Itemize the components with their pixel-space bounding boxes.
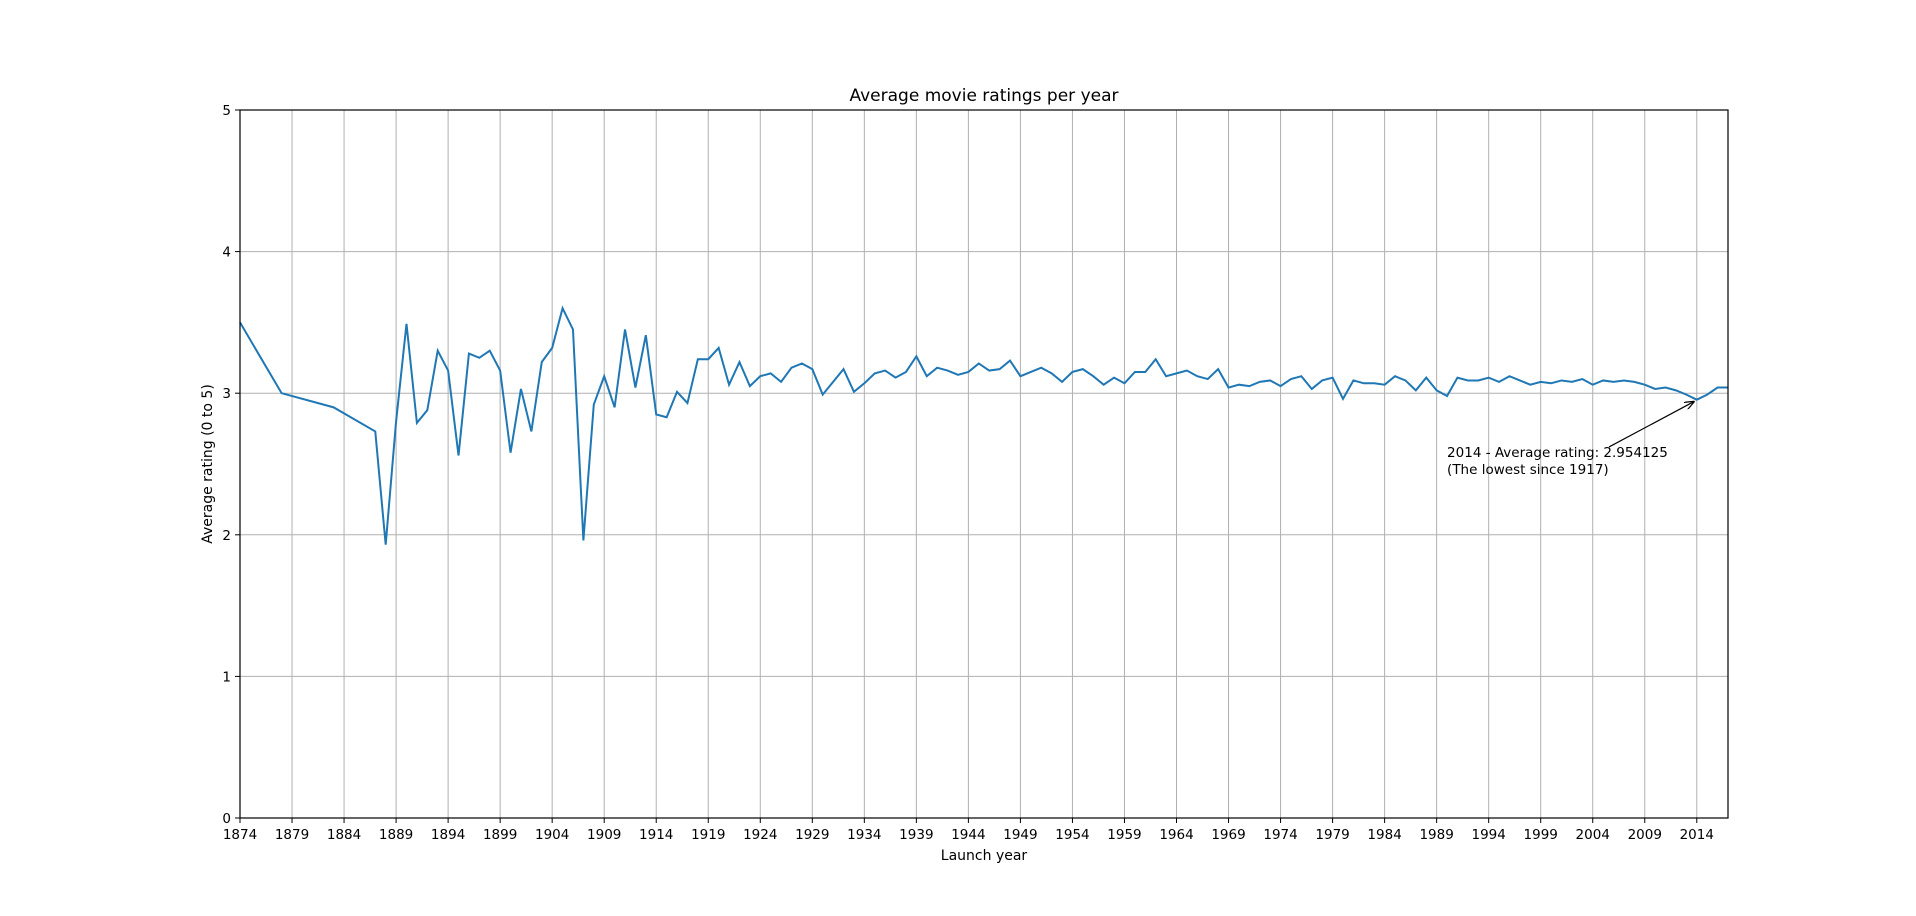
x-tick-label: 1964	[1159, 827, 1193, 843]
x-tick-label: 1899	[483, 827, 517, 843]
x-tick-label: 1959	[1107, 827, 1141, 843]
x-tick-label: 1874	[223, 827, 257, 843]
x-tick-label: 1894	[431, 827, 465, 843]
x-tick-label: 1934	[847, 827, 881, 843]
x-tick-label: 1944	[951, 827, 985, 843]
x-tick-label: 1919	[691, 827, 725, 843]
x-tick-label: 1974	[1263, 827, 1297, 843]
y-tick-label: 5	[222, 103, 231, 119]
y-tick-label: 2	[222, 528, 231, 544]
x-tick-label: 2009	[1628, 827, 1662, 843]
x-tick-label: 1999	[1524, 827, 1558, 843]
x-tick-label: 1939	[899, 827, 933, 843]
annotation-arrow	[1608, 402, 1694, 448]
x-tick-label: 2004	[1576, 827, 1610, 843]
x-tick-label: 1909	[587, 827, 621, 843]
annotation-line-2: (The lowest since 1917)	[1447, 462, 1609, 478]
y-tick-label: 4	[222, 245, 231, 261]
y-axis-label: Average rating (0 to 5)	[200, 384, 216, 544]
y-tick-label: 1	[222, 669, 231, 685]
x-tick-label: 1979	[1315, 827, 1349, 843]
x-tick-label: 1969	[1211, 827, 1245, 843]
x-tick-label: 1949	[1003, 827, 1037, 843]
grid	[239, 109, 1728, 819]
x-tick-label: 1889	[379, 827, 413, 843]
x-tick-label: 1989	[1419, 827, 1453, 843]
x-tick-label: 1929	[795, 827, 829, 843]
x-tick-label: 1994	[1471, 827, 1505, 843]
x-tick-label: 1924	[743, 827, 777, 843]
x-tick-label: 2014	[1680, 827, 1714, 843]
x-axis-label: Launch year	[941, 848, 1028, 864]
x-tick-label: 1879	[275, 827, 309, 843]
y-tick-label: 3	[222, 386, 231, 402]
annotation-text: 2014 - Average rating: 2.954125 (The low…	[1447, 445, 1672, 478]
x-tick-label: 1954	[1055, 827, 1089, 843]
axis-ticks: 1874 1879 1884 1889 1894 1899 1904 1909 1914 1919…	[222, 103, 1714, 843]
chart-title: Average movie ratings per year	[849, 86, 1118, 106]
x-tick-label: 1984	[1367, 827, 1401, 843]
y-tick-label: 0	[222, 811, 231, 827]
x-tick-label: 1914	[639, 827, 673, 843]
x-tick-label: 1904	[535, 827, 569, 843]
plot-frame	[239, 109, 1729, 819]
x-tick-label: 1884	[327, 827, 361, 843]
series-line	[239, 305, 1728, 545]
annotation-line-1: 2014 - Average rating: 2.954125	[1447, 445, 1668, 461]
